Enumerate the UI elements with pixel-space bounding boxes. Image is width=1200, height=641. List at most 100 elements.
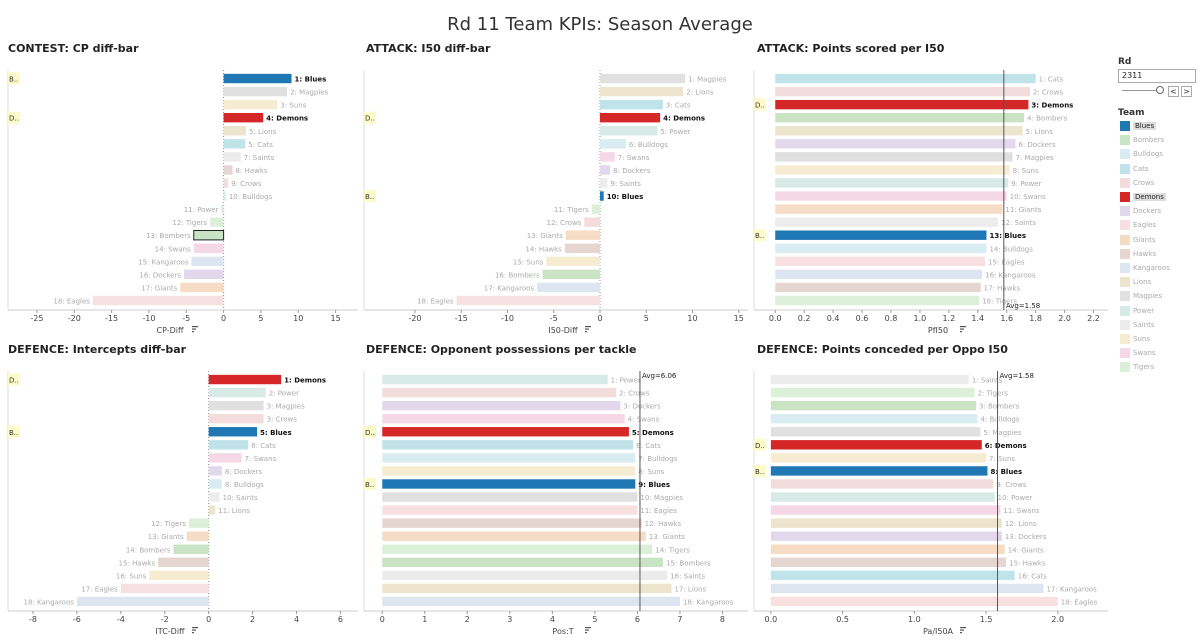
- legend-item-bulldogs[interactable]: Bulldogs: [1120, 149, 1163, 160]
- x-tick-label: 10: [293, 314, 303, 323]
- bar-label: 1: Power: [611, 377, 641, 385]
- bar-label: 15: Bombers: [666, 559, 711, 567]
- bar-label: 13: Dockers: [1005, 533, 1047, 541]
- bar-label: 11: Lions: [218, 507, 250, 515]
- bar-label: 18: Eagles: [417, 297, 454, 305]
- x-tick-label: 0.4: [827, 314, 840, 323]
- bar-label: 18: Eagles: [53, 297, 90, 305]
- bar-label: 12: Tigers: [172, 219, 207, 227]
- bar-label: 18: Eagles: [1061, 598, 1098, 606]
- x-tick-label: 0.8: [885, 314, 898, 323]
- bar-bombers: [382, 557, 663, 568]
- legend-item-lions[interactable]: Lions: [1120, 277, 1151, 288]
- legend-label: Blues: [1133, 122, 1157, 130]
- legend-item-magpies[interactable]: Magpies: [1120, 291, 1162, 302]
- legend-item-suns[interactable]: Suns: [1120, 334, 1150, 345]
- sort-icon: [585, 627, 591, 634]
- bar-label: 6: Bulldogs: [629, 141, 668, 149]
- bar-label: 16: Cats: [1018, 572, 1047, 580]
- bar-label: 18: Kangaroos: [683, 598, 734, 606]
- rd-filter-input[interactable]: 2311: [1118, 69, 1196, 83]
- bar-label: 5: Blues: [260, 429, 292, 437]
- bar-hawks: [382, 518, 642, 528]
- x-tick-label: 2.2: [1087, 314, 1100, 323]
- row-marker: B..: [365, 193, 374, 201]
- bar-blues: [382, 479, 636, 489]
- bar-label: 14: Swans: [155, 245, 191, 253]
- bar-label: 1: Blues: [295, 76, 327, 84]
- x-tick-label: 2.0: [1051, 615, 1064, 624]
- bar-label: 12: Hawks: [645, 520, 682, 528]
- legend-item-swans[interactable]: Swans: [1120, 348, 1156, 359]
- legend-swatch: [1120, 305, 1130, 316]
- bar-label: 14: Hawks: [525, 245, 562, 253]
- x-tick-label: -6: [73, 615, 81, 624]
- x-tick-label: -5: [182, 314, 190, 323]
- rd-slider-handle[interactable]: [1156, 86, 1164, 94]
- legend-item-tigers[interactable]: Tigers: [1120, 362, 1154, 373]
- bar-kangaroos: [191, 256, 224, 267]
- legend-item-blues[interactable]: Blues: [1120, 121, 1157, 132]
- bar-label: 10: Power: [998, 494, 1033, 502]
- legend-label: Eagles: [1133, 221, 1157, 230]
- bar-label: 12: Saints: [1001, 219, 1036, 227]
- bar-saints: [382, 570, 668, 581]
- bar-power: [382, 374, 608, 385]
- legend-label: Bulldogs: [1133, 150, 1163, 159]
- legend-item-giants[interactable]: Giants: [1120, 234, 1156, 246]
- legend-swatch: [1120, 220, 1130, 231]
- bar-giants: [770, 544, 1005, 554]
- rd-prev-button[interactable]: <: [1168, 86, 1179, 97]
- bar-label: 11: Eagles: [640, 507, 677, 515]
- bar-label: 8: Blues: [990, 468, 1022, 476]
- x-tick-label: 1.6: [1000, 314, 1013, 323]
- bar-swans: [208, 453, 242, 463]
- panel-title-pfi50: ATTACK: Points scored per I50: [757, 42, 945, 55]
- x-tick-label: 1: [422, 615, 427, 624]
- legend-item-dockers[interactable]: Dockers: [1120, 206, 1161, 217]
- rd-slider-track[interactable]: [1122, 90, 1162, 91]
- average-label: Avg=6.06: [642, 372, 677, 380]
- row-marker: D..: [9, 377, 19, 385]
- bar-lions: [223, 126, 246, 136]
- rd-next-button[interactable]: >: [1181, 86, 1192, 97]
- legend-item-cats[interactable]: Cats: [1120, 163, 1149, 175]
- bar-dockers: [382, 400, 621, 411]
- bar-label: 16: Dockers: [139, 271, 181, 279]
- row-marker: B..: [9, 429, 18, 437]
- bar-crows: [382, 387, 617, 398]
- bar-hawks: [564, 243, 600, 253]
- legend-item-saints[interactable]: Saints: [1120, 319, 1155, 331]
- legend-item-power[interactable]: Power: [1120, 305, 1154, 317]
- bar-label: 10: Magpies: [640, 494, 683, 502]
- bar-label: 12: Lions: [1005, 520, 1037, 528]
- x-tick-label: -15: [105, 314, 118, 323]
- legend-swatch: [1120, 149, 1130, 160]
- panel-title-cp: CONTEST: CP diff-bar: [8, 42, 139, 55]
- bar-bombers: [775, 112, 1025, 123]
- legend-item-eagles[interactable]: Eagles: [1120, 220, 1156, 231]
- bar-suns: [382, 466, 636, 476]
- bar-bulldogs: [208, 479, 222, 489]
- x-axis-title: CP-Diff: [156, 326, 184, 335]
- bar-giants: [775, 204, 1003, 214]
- bar-tigers: [188, 518, 209, 528]
- bar-saints: [600, 178, 608, 188]
- bar-label: 6: Cats: [251, 442, 276, 450]
- x-tick-label: 0.2: [798, 314, 811, 323]
- legend-item-demons[interactable]: Demons: [1120, 192, 1166, 203]
- bar-label: 2: Lions: [686, 89, 714, 97]
- x-tick-label: -8: [29, 615, 37, 624]
- bar-lions: [382, 583, 672, 594]
- bar-label: 11: Swans: [1003, 507, 1039, 515]
- bar-power: [221, 204, 224, 214]
- legend-item-hawks[interactable]: Hawks: [1120, 248, 1156, 260]
- legend-item-crows[interactable]: Crows: [1120, 177, 1154, 189]
- bar-swans: [382, 413, 625, 424]
- x-tick-label: -20: [408, 314, 421, 323]
- legend-item-bombers[interactable]: Bombers: [1120, 135, 1164, 146]
- x-tick-label: 0: [380, 615, 385, 624]
- bar-label: 9: Blues: [638, 481, 670, 489]
- legend-item-kangaroos[interactable]: Kangaroos: [1120, 263, 1170, 274]
